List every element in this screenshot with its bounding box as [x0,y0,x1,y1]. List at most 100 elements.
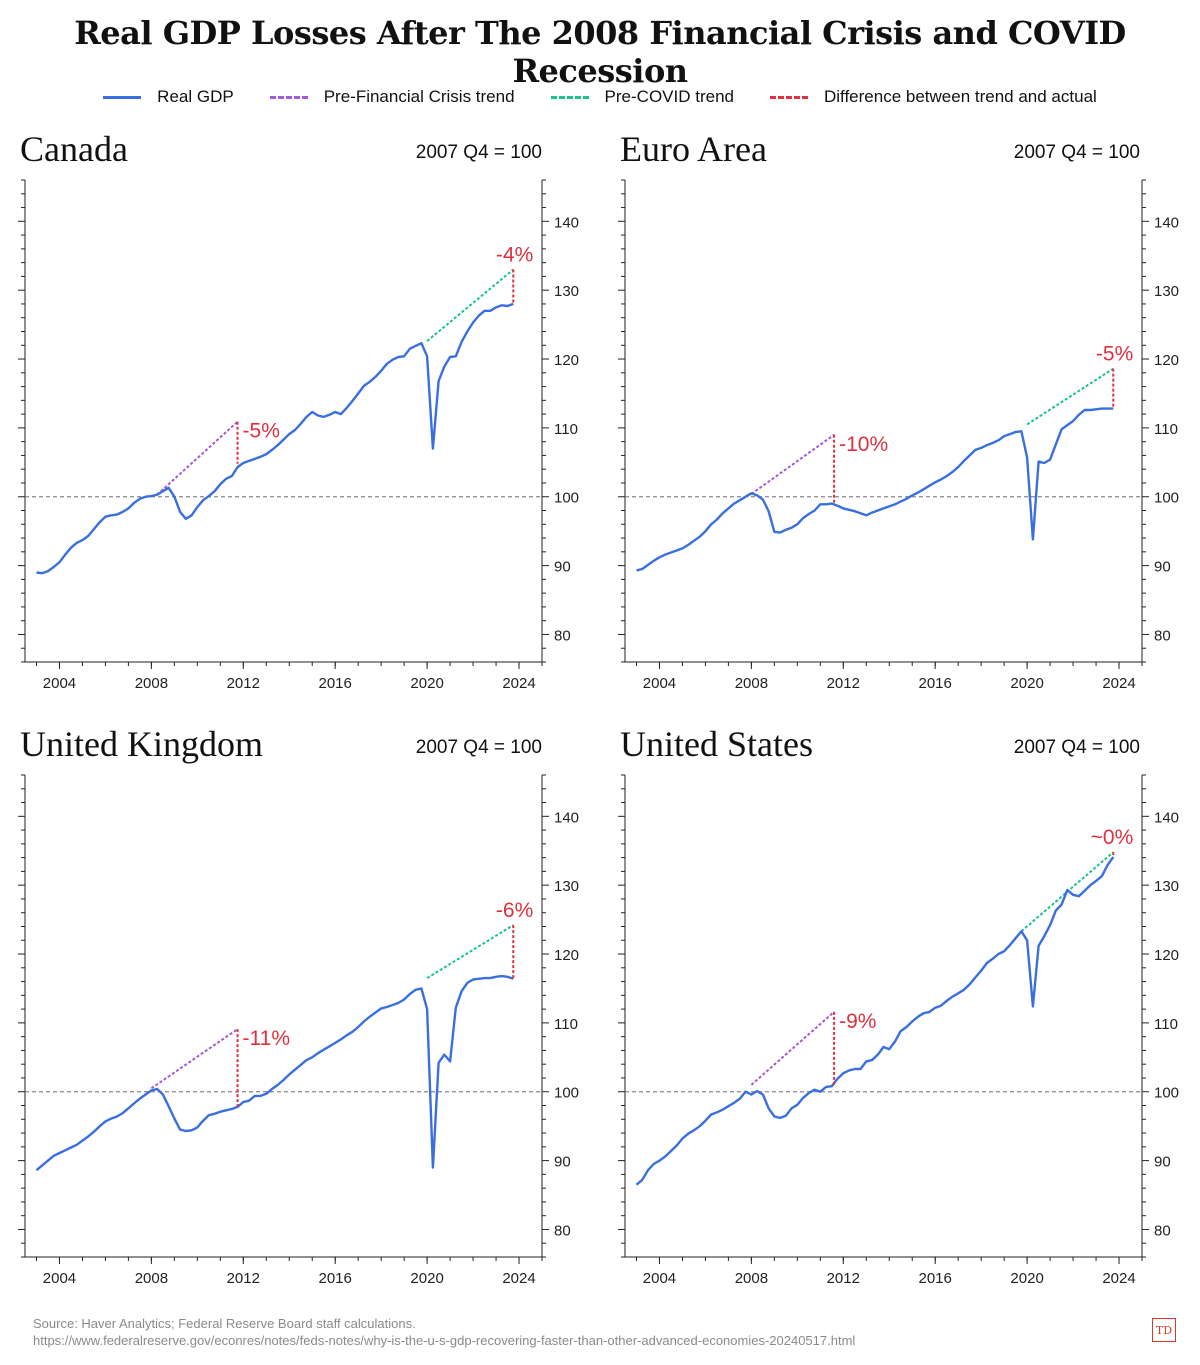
x-tick-label: 2024 [1102,675,1135,692]
x-tick-label: 2008 [735,1270,768,1287]
legend-swatch-fc-trend [269,95,308,99]
pre-covid-trend-line [426,268,514,342]
chart-euro-area: 80 90 100 110 120 130 140 2004 2008 2012 2016 2020 2… [618,179,1179,692]
chart-canada: 80 90 100 110 120 130 140 2004 2008 2012 2016 2020 2… [18,179,579,692]
legend: Real GDP Pre-Financial Crisis trend Pre-… [0,84,1200,110]
x-tick-label: 2016 [319,675,352,692]
panel-title: United Kingdom [20,724,263,764]
series-line-real-gdp [635,856,1115,1186]
y-tick-label: 110 [554,421,578,438]
x-tick-label: 2012 [827,1270,860,1287]
y-tick-label: 110 [1154,1016,1178,1033]
y-tick-label: 110 [1154,421,1178,438]
td-logo: TD [1152,1318,1176,1342]
x-tick-label: 2020 [410,675,443,692]
x-tick-label: 2016 [319,1270,352,1287]
y-tick-label: 80 [554,627,571,644]
legend-label-covid-trend: Pre-COVID trend [604,87,734,106]
pre-covid-trend-line [1026,367,1114,426]
y-tick-label: 110 [554,1016,578,1033]
y-tick-label: 130 [1154,283,1179,300]
y-tick-label: 130 [554,878,579,895]
x-tick-label: 2008 [135,1270,168,1287]
y-tick-label: 80 [1154,1222,1171,1239]
x-tick-label: 2024 [1102,1270,1135,1287]
y-tick-label: 80 [1154,627,1171,644]
pre-financial-crisis-trend-line [150,1028,239,1090]
y-tick-label: 90 [554,559,571,576]
panel-index-label: 2007 Q4 = 100 [415,737,542,758]
gap-label: -5% [243,420,280,443]
x-tick-label: 2012 [827,675,860,692]
legend-item-covid-trend: Pre-COVID trend [550,84,734,110]
y-tick-label: 130 [554,283,579,300]
x-tick-label: 2004 [43,1270,76,1287]
y-tick-label: 140 [554,214,579,231]
series-line-real-gdp [636,407,1114,572]
x-tick-label: 2024 [502,675,535,692]
pre-covid-trend-line [426,924,514,979]
y-tick-label: 140 [1154,809,1179,826]
x-tick-label: 2016 [919,1270,952,1287]
panel-index-label: 2007 Q4 = 100 [1013,142,1140,163]
x-tick-label: 2020 [1010,675,1043,692]
panel-united-states: United States 2007 Q4 = 100 80 90 100 110 12… [618,723,1195,1298]
y-tick-label: 100 [554,490,579,507]
gap-label: ~0% [1091,826,1134,849]
x-tick-label: 2024 [502,1270,535,1287]
legend-item-gap: Difference between trend and actual [769,84,1097,110]
legend-swatch-gap [769,95,808,99]
x-tick-label: 2004 [43,675,76,692]
chart-united-kingdom: 80 90 100 110 120 130 140 2004 2008 2012 2016 2020 2… [18,774,579,1287]
legend-swatch-covid-trend [550,95,589,99]
x-tick-label: 2020 [1010,1270,1043,1287]
y-tick-label: 80 [554,1222,571,1239]
pre-financial-crisis-trend-line [750,1011,835,1086]
gap-label: -5% [1096,343,1133,366]
legend-label-real-gdp: Real GDP [157,87,234,106]
gap-label: -6% [496,899,533,922]
gap-label: -10% [839,433,888,456]
panel-index-label: 2007 Q4 = 100 [415,142,542,163]
x-tick-label: 2004 [643,675,676,692]
panel-title: United States [620,724,813,764]
chart-united-states: 80 90 100 110 120 130 140 2004 2008 2012 2016 2020 2… [618,774,1179,1287]
y-tick-label: 140 [554,809,579,826]
x-tick-label: 2012 [227,675,260,692]
legend-label-gap: Difference between trend and actual [823,87,1097,106]
y-tick-label: 100 [1154,490,1179,507]
x-tick-label: 2016 [919,675,952,692]
main-title: Real GDP Losses After The 2008 Financial… [74,14,1126,90]
y-tick-label: 90 [1154,1154,1171,1171]
y-tick-label: 100 [1154,1085,1179,1102]
pre-financial-crisis-trend-line [156,420,239,496]
y-tick-label: 90 [554,1154,571,1171]
panel-canada: Canada 2007 Q4 = 100 80 90 100 110 120 130 140… [18,128,595,703]
y-tick-label: 120 [1154,947,1179,964]
x-tick-label: 2020 [410,1270,443,1287]
legend-swatch-real-gdp [103,95,142,99]
y-tick-label: 100 [554,1085,579,1102]
y-tick-label: 130 [1154,878,1179,895]
x-tick-label: 2004 [643,1270,676,1287]
gap-label: -9% [839,1010,876,1033]
panel-title: Canada [20,129,128,169]
source-url[interactable]: https://www.federalreserve.gov/econres/n… [33,1333,856,1348]
legend-item-fc-trend: Pre-Financial Crisis trend [269,84,515,110]
panel-index-label: 2007 Q4 = 100 [1013,737,1140,758]
y-tick-label: 120 [554,352,579,369]
legend-label-fc-trend: Pre-Financial Crisis trend [323,87,515,106]
y-tick-label: 120 [1154,352,1179,369]
series-line-real-gdp [35,974,514,1172]
source-note: Source: Haver Analytics; Federal Reserve… [33,1315,855,1349]
series-line-real-gdp [36,302,514,575]
panel-euro-area: Euro Area 2007 Q4 = 100 80 90 100 110 120 130… [618,128,1195,703]
x-tick-label: 2012 [227,1270,260,1287]
y-tick-label: 140 [1154,214,1179,231]
pre-financial-crisis-trend-line [750,433,835,495]
x-tick-label: 2008 [735,675,768,692]
gap-label: -4% [496,244,533,267]
panel-united-kingdom: United Kingdom 2007 Q4 = 100 80 90 100 110 1… [18,723,595,1298]
y-tick-label: 120 [554,947,579,964]
legend-item-real-gdp: Real GDP [103,84,234,110]
